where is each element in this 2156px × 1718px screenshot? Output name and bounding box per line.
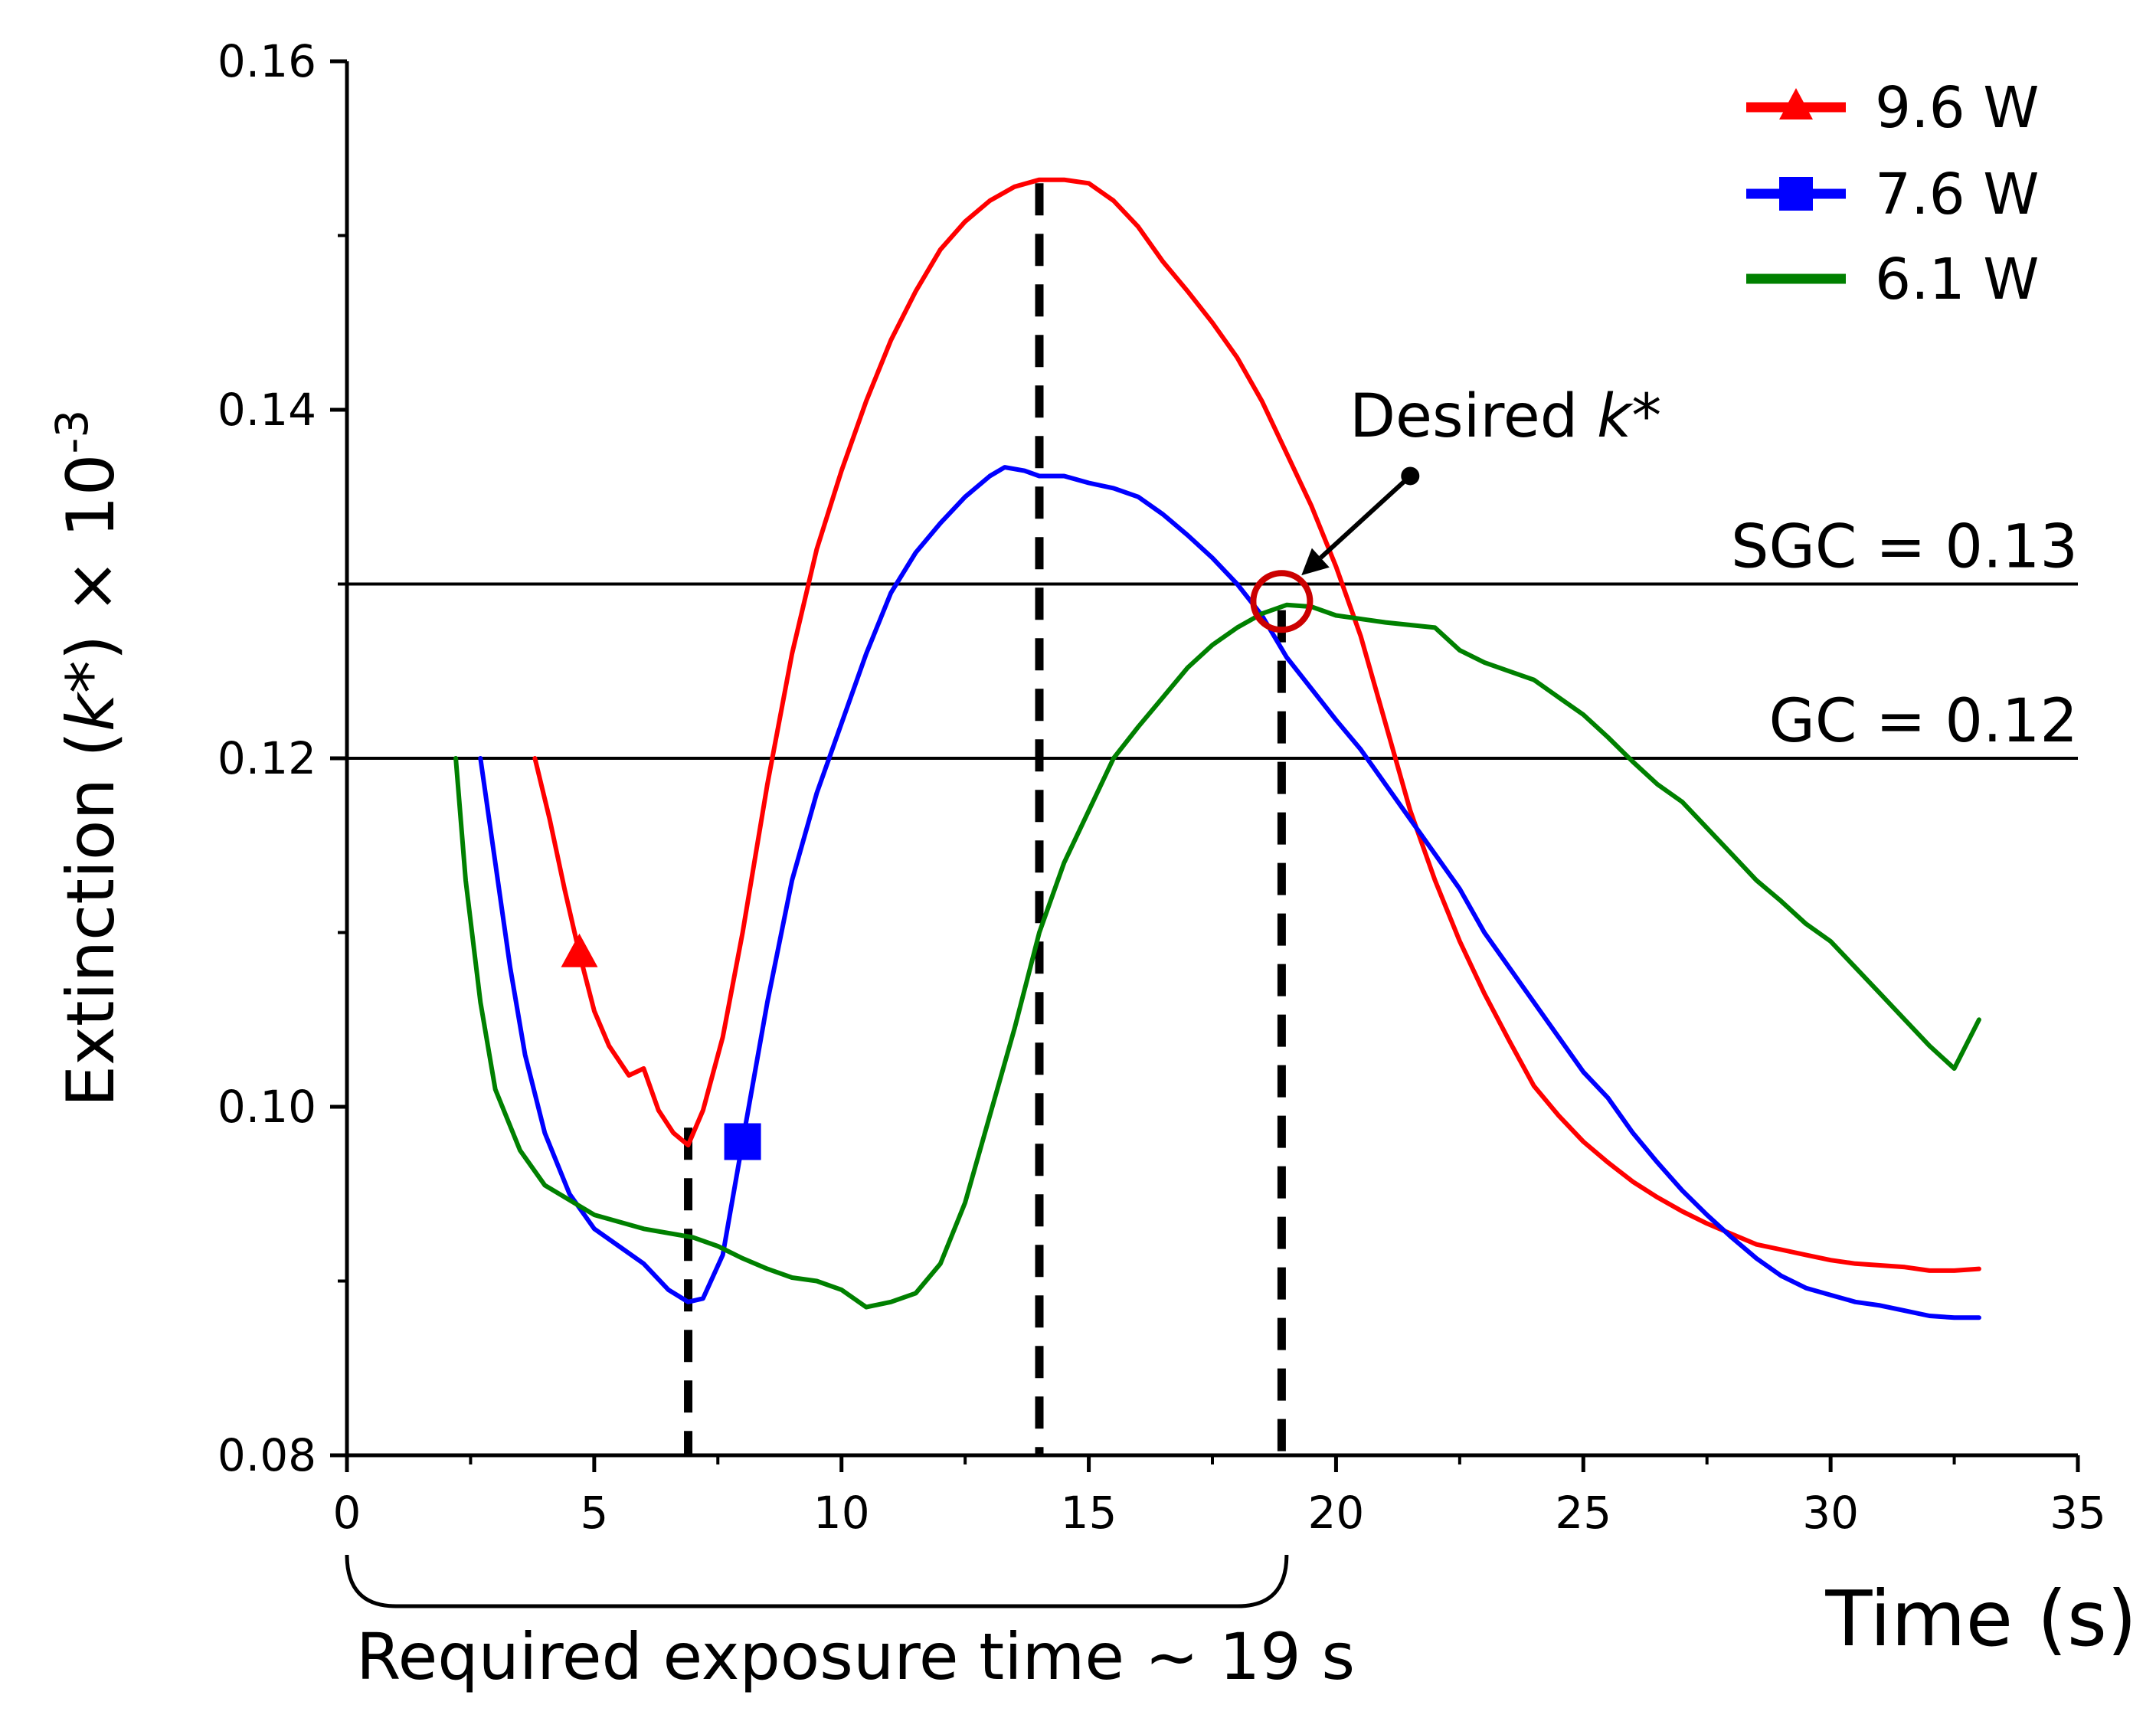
y-tick-label: 0.14 (218, 384, 316, 436)
marker-square-7-6-w (724, 1123, 761, 1160)
x-tick-label: 25 (1555, 1487, 1611, 1539)
x-tick-label: 30 (1802, 1487, 1859, 1539)
y-tick-label: 0.12 (218, 732, 316, 784)
exposure-brace (345, 1554, 1289, 1608)
ref-label-sgc: SGC = 0.13 (1731, 513, 2078, 582)
x-tick-label: 20 (1308, 1487, 1365, 1539)
y-ticks: 0.08 0.10 0.12 0.14 0.16 (218, 35, 347, 1481)
y-tick-label: 0.16 (218, 35, 316, 87)
legend-item-7-6w: 7.6 W (1746, 162, 2039, 227)
y-tick-label: 0.08 (218, 1429, 316, 1481)
desired-k-label: Desired k* (1350, 382, 1661, 451)
series (453, 177, 1981, 1320)
legend-label-6-1w: 6.1 W (1875, 247, 2039, 313)
x-tick-label: 10 (813, 1487, 870, 1539)
legend: 9.6 W 7.6 W 6.1 W (1746, 75, 2039, 313)
marker-triangle-9-6-w (561, 933, 598, 967)
annotations: Desired k* Required exposure time ~ 19 s (345, 382, 1661, 1694)
desired-k-arrow-dot (1401, 466, 1420, 486)
x-tick-label: 35 (2050, 1487, 2106, 1539)
desired-k-arrow (1319, 474, 1412, 560)
legend-square-marker (1779, 177, 1813, 211)
desired-k-circle (1250, 570, 1314, 633)
exposure-label: Required exposure time ~ 19 s (356, 1619, 1355, 1694)
y-axis-title: Extinction (k*) × 10-3 (46, 410, 129, 1108)
series-line-9-6-w (532, 177, 1981, 1273)
reference-lines: SGC = 0.13 GC = 0.12 (347, 513, 2078, 760)
desired-k-arrowhead (1301, 548, 1330, 576)
series-line-6-1-w (453, 602, 1981, 1310)
x-axis-title: Time (s) (1824, 1574, 2137, 1664)
x-tick-label: 0 (333, 1487, 362, 1539)
legend-item-6-1w: 6.1 W (1746, 247, 2039, 313)
series-markers (561, 933, 761, 1160)
legend-label-9-6w: 9.6 W (1875, 75, 2039, 141)
vertical-markers (684, 183, 1286, 1455)
legend-label-7-6w: 7.6 W (1875, 162, 2039, 227)
series-line-7-6-w (478, 465, 1981, 1320)
legend-item-9-6w: 9.6 W (1746, 75, 2039, 141)
x-tick-label: 5 (580, 1487, 608, 1539)
x-ticks: 0 5 10 15 20 25 30 35 (333, 1455, 2106, 1539)
ref-label-gc: GC = 0.12 (1768, 687, 2078, 756)
legend-triangle-marker (1779, 88, 1813, 119)
x-tick-label: 15 (1061, 1487, 1117, 1539)
y-tick-label: 0.10 (218, 1081, 316, 1133)
